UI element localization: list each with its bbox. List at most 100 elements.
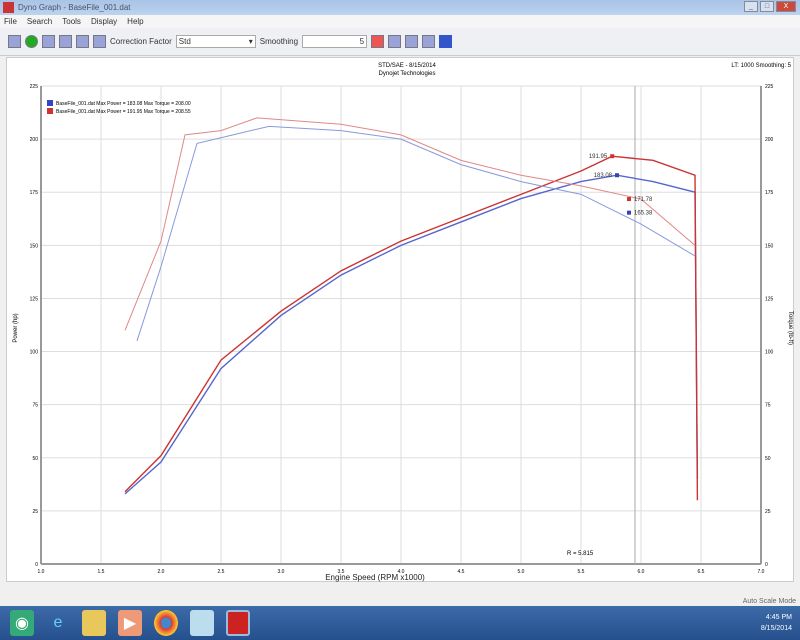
dyno-chart: STD/SAE - 8/15/2014 Dynojet Technologies… [13, 63, 793, 582]
x-tick-label: 5.0 [518, 569, 525, 575]
correction-factor-select[interactable]: Std ▾ [175, 35, 256, 48]
title-bar: Dyno Graph - BaseFile_001.dat _ □ X [0, 0, 800, 15]
chart-pane: STD/SAE - 8/15/2014 Dynojet Technologies… [6, 57, 794, 582]
open-icon[interactable] [8, 35, 21, 48]
y-tick-label: 225 [30, 84, 39, 90]
run-icon[interactable] [25, 35, 38, 48]
y-tick-label: 75 [32, 403, 38, 409]
legend-swatch [47, 100, 53, 106]
legend-swatch [47, 108, 53, 114]
series-line [124, 174, 699, 495]
x-tick-label: 6.5 [698, 569, 705, 575]
status-text: Auto Scale Mode [742, 598, 796, 605]
minimize-button[interactable]: _ [744, 1, 758, 12]
menu-help[interactable]: Help [127, 17, 144, 26]
x-tick-label: 1.5 [98, 569, 105, 575]
toolbar: Correction Factor Std ▾ Smoothing 5 [0, 28, 800, 56]
x-tick-label: 6.0 [638, 569, 645, 575]
readout-label: 171.78 [634, 197, 653, 203]
app-logo-icon [3, 2, 14, 13]
ie-icon[interactable]: e [53, 614, 63, 631]
series-line [136, 125, 696, 342]
window-title: Dyno Graph - BaseFile_001.dat [18, 3, 131, 12]
x-tick-label: 3.5 [338, 569, 345, 575]
y2-tick-label: 0 [765, 562, 768, 568]
menu-bar: File Search Tools Display Help [0, 15, 800, 28]
chart-header-right: LT: 1000 Smoothing: 5 [731, 63, 791, 69]
y2-tick-label: 225 [765, 84, 774, 90]
x-tick-label: 4.5 [458, 569, 465, 575]
explorer-icon[interactable] [82, 610, 106, 636]
graph4-icon[interactable] [93, 35, 106, 48]
x-tick-label: 5.5 [578, 569, 585, 575]
graph-icon[interactable] [42, 35, 55, 48]
chrome-icon[interactable] [154, 610, 178, 636]
graph2-icon[interactable] [59, 35, 72, 48]
readout-marker [627, 197, 631, 202]
system-tray[interactable]: 4:45 PM 8/15/2014 [761, 612, 792, 634]
legend: BaseFile_001.dat Max Power = 183.08 Max … [47, 100, 191, 115]
taskbar: ◉ e ▶ 4:45 PM 8/15/2014 [0, 606, 800, 640]
y2-tick-label: 100 [765, 350, 774, 356]
x-tick-label: 3.0 [278, 569, 285, 575]
y-tick-label: 0 [35, 562, 38, 568]
media-player-icon[interactable]: ▶ [118, 610, 142, 636]
y2-tick-label: 200 [765, 137, 774, 143]
y-tick-label: 50 [32, 456, 38, 462]
dyno-app-icon[interactable] [226, 610, 250, 636]
readout-label: 183.08 [594, 173, 613, 179]
print-icon[interactable] [405, 35, 419, 48]
menu-tools[interactable]: Tools [62, 17, 81, 26]
start-button[interactable]: ◉ [10, 610, 34, 636]
close-button[interactable]: X [776, 1, 796, 12]
readout-marker [610, 154, 615, 159]
y2-tick-label: 125 [765, 296, 774, 302]
y2-axis-label: Torque (lb-ft) [787, 311, 793, 345]
x-tick-label: 4.0 [398, 569, 405, 575]
y-tick-label: 125 [30, 296, 39, 302]
y2-tick-label: 50 [765, 456, 771, 462]
menu-display[interactable]: Display [90, 17, 118, 26]
menu-file[interactable]: File [4, 17, 17, 26]
correction-value: Std [178, 37, 191, 46]
y2-tick-label: 175 [765, 190, 774, 196]
copy-icon[interactable] [422, 35, 436, 48]
menu-search[interactable]: Search [26, 17, 53, 26]
readout-marker [615, 173, 619, 178]
y2-tick-label: 25 [765, 509, 771, 515]
x-tick-label: 2.5 [218, 569, 225, 575]
smoothing-label: Smoothing [259, 37, 299, 46]
x-tick-label: 1.0 [38, 569, 45, 575]
chevron-down-icon: ▾ [248, 37, 253, 46]
clock-date: 8/15/2014 [760, 625, 792, 632]
chart-header-line1: STD/SAE - 8/15/2014 [378, 63, 436, 69]
y-tick-label: 150 [30, 243, 39, 249]
readout-marker [627, 210, 631, 215]
zoom-icon[interactable] [388, 35, 402, 48]
clock-time: 4:45 PM [765, 614, 792, 621]
notepad-icon[interactable] [190, 610, 214, 636]
y-tick-label: 200 [30, 137, 39, 143]
smoothing-select[interactable]: 5 [302, 35, 368, 48]
chart-header-line2: Dynojet Technologies [379, 71, 436, 77]
annotation: R = 5.815 [567, 551, 594, 557]
x-axis-label: Engine Speed (RPM x1000) [325, 573, 425, 582]
series-line [124, 155, 699, 501]
crosshair-icon[interactable] [439, 35, 453, 48]
x-tick-label: 7.0 [758, 569, 765, 575]
legend-entry: BaseFile_001.dat Max Power = 183.08 Max … [56, 101, 191, 107]
graph3-icon[interactable] [76, 35, 89, 48]
delete-icon[interactable] [371, 35, 385, 48]
readout-label: 165.38 [634, 211, 653, 217]
legend-entry: BaseFile_001.dat Max Power = 191.95 Max … [56, 109, 191, 115]
x-tick-label: 2.0 [158, 569, 165, 575]
y-axis-label: Power (hp) [13, 313, 19, 342]
y-tick-label: 25 [32, 509, 38, 515]
y2-tick-label: 150 [765, 243, 774, 249]
correction-factor-label: Correction Factor [110, 37, 172, 46]
smoothing-value: 5 [359, 37, 365, 46]
readout-label: 191.95 [589, 154, 608, 160]
maximize-button[interactable]: □ [760, 1, 774, 12]
y-tick-label: 100 [30, 350, 39, 356]
series-line [124, 117, 696, 331]
